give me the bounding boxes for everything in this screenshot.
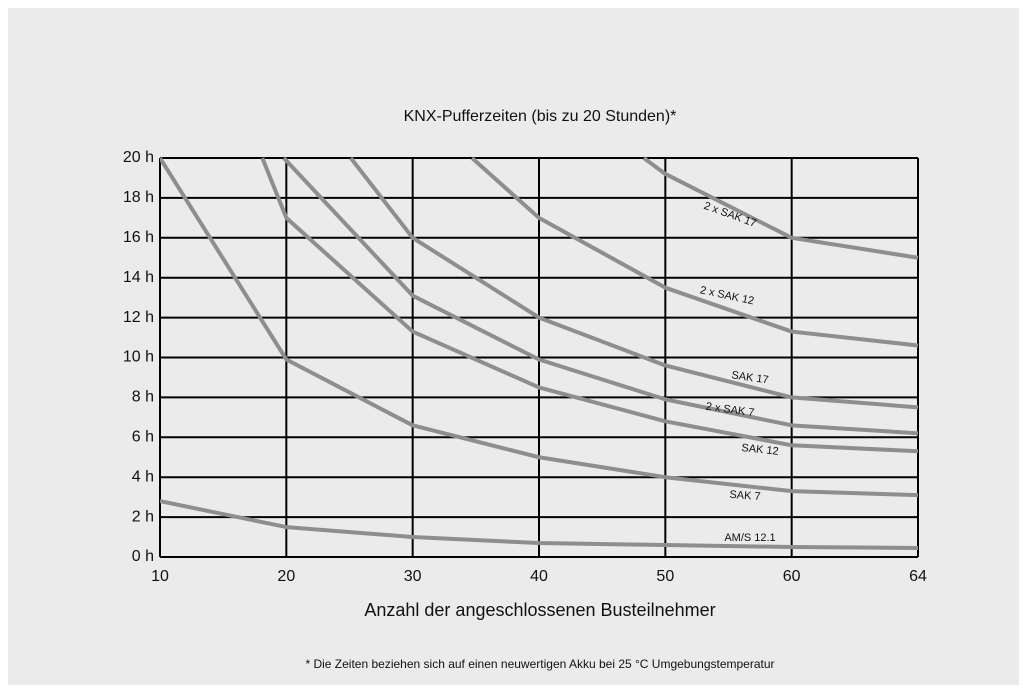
series-line xyxy=(642,156,919,260)
y-tick-label: 0 h xyxy=(132,548,154,565)
y-tick-label: 14 h xyxy=(123,269,154,286)
x-tick-label: 60 xyxy=(783,568,801,585)
y-tick-label: 18 h xyxy=(123,189,154,206)
series-label: AM/S 12.1 xyxy=(724,532,775,544)
footnote: * Die Zeiten beziehen sich auf einen neu… xyxy=(305,657,774,671)
series-line xyxy=(260,157,919,454)
y-tick-label: 2 h xyxy=(132,508,154,525)
series-label: SAK 17 xyxy=(731,369,770,386)
x-tick-label: 30 xyxy=(404,568,422,585)
y-tick-label: 8 h xyxy=(132,389,154,406)
x-tick-label: 64 xyxy=(909,568,927,585)
x-tick-label: 20 xyxy=(277,568,295,585)
x-axis-label: Anzahl der angeschlossenen Busteilnehmer xyxy=(364,600,715,620)
series-line xyxy=(282,156,919,436)
y-tick-label: 16 h xyxy=(123,229,154,246)
series-line xyxy=(160,499,919,551)
y-tick-label: 10 h xyxy=(123,349,154,366)
y-tick-label: 12 h xyxy=(123,309,154,326)
series-line xyxy=(160,156,919,498)
series-line xyxy=(349,156,919,410)
series-line xyxy=(470,156,919,348)
y-tick-label: 20 h xyxy=(123,149,154,166)
y-tick-label: 4 h xyxy=(132,468,154,485)
x-tick-label: 10 xyxy=(151,568,169,585)
x-tick-label: 50 xyxy=(656,568,674,585)
chart-title: KNX-Pufferzeiten (bis zu 20 Stunden)* xyxy=(404,108,677,125)
series-label: SAK 7 xyxy=(729,489,761,503)
series-label: SAK 12 xyxy=(741,442,779,458)
y-tick-label: 6 h xyxy=(132,429,154,446)
x-tick-label: 40 xyxy=(530,568,548,585)
